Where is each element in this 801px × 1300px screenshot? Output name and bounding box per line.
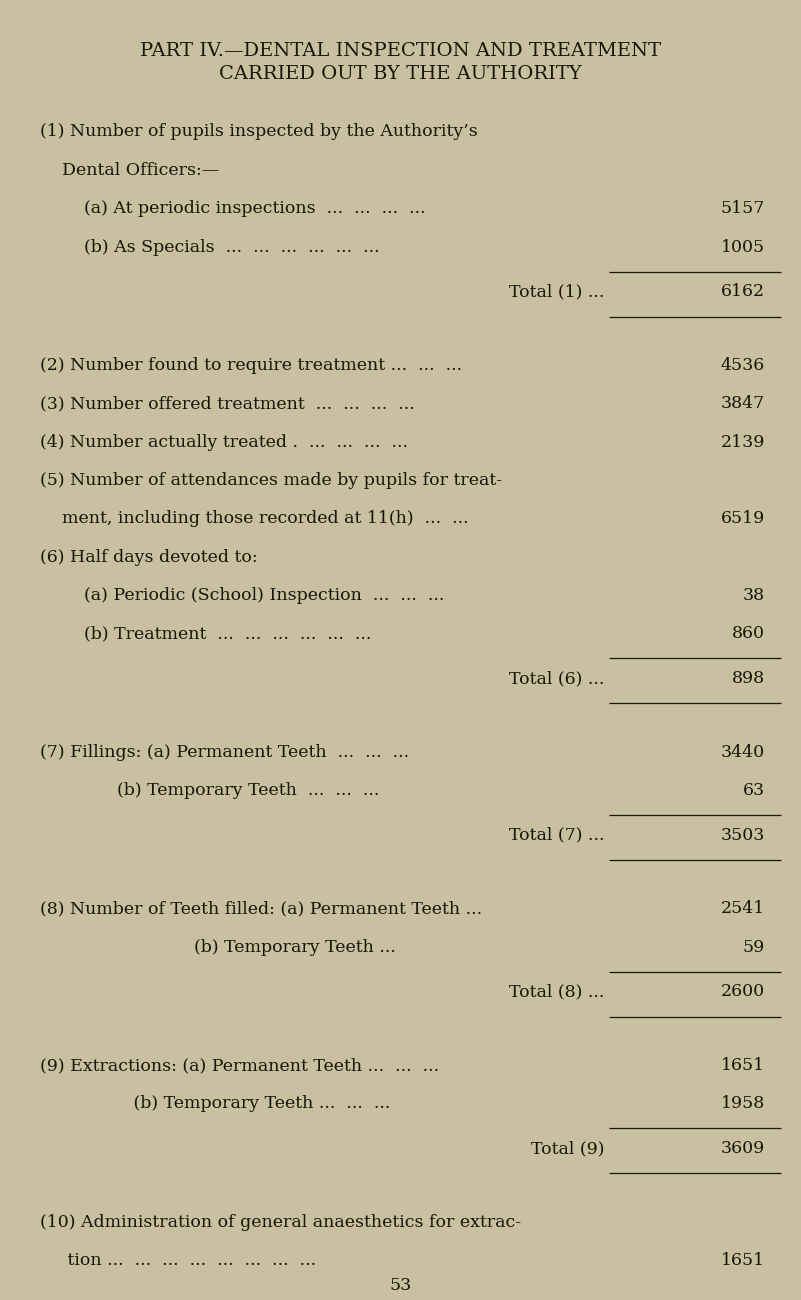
Text: Total (6) ...: Total (6) ... <box>509 670 605 688</box>
Text: 1958: 1958 <box>721 1095 765 1113</box>
Text: 1651: 1651 <box>721 1252 765 1269</box>
Text: (b) Temporary Teeth  ...  ...  ...: (b) Temporary Teeth ... ... ... <box>40 781 380 800</box>
Text: 860: 860 <box>732 625 765 642</box>
Text: (1) Number of pupils inspected by the Authority’s: (1) Number of pupils inspected by the Au… <box>40 124 478 140</box>
Text: (4) Number actually treated .  ...  ...  ...  ...: (4) Number actually treated . ... ... ..… <box>40 433 408 451</box>
Text: tion ...  ...  ...  ...  ...  ...  ...  ...: tion ... ... ... ... ... ... ... ... <box>40 1252 316 1269</box>
Text: 2600: 2600 <box>721 983 765 1001</box>
Text: 38: 38 <box>743 586 765 605</box>
Text: (2) Number found to require treatment ...  ...  ...: (2) Number found to require treatment ..… <box>40 356 462 374</box>
Text: (a) Periodic (School) Inspection  ...  ...  ...: (a) Periodic (School) Inspection ... ...… <box>40 586 445 605</box>
Text: (b) Temporary Teeth ...  ...  ...: (b) Temporary Teeth ... ... ... <box>40 1095 390 1113</box>
Text: PART IV.—DENTAL INSPECTION AND TREATMENT: PART IV.—DENTAL INSPECTION AND TREATMENT <box>140 42 661 60</box>
Text: (8) Number of Teeth filled: (a) Permanent Teeth ...: (8) Number of Teeth filled: (a) Permanen… <box>40 900 482 918</box>
Text: CARRIED OUT BY THE AUTHORITY: CARRIED OUT BY THE AUTHORITY <box>219 65 582 83</box>
Text: 63: 63 <box>743 781 765 800</box>
Text: 3847: 3847 <box>721 395 765 412</box>
Text: Total (8) ...: Total (8) ... <box>509 983 605 1001</box>
Text: 6519: 6519 <box>721 510 765 528</box>
Text: (b) Treatment  ...  ...  ...  ...  ...  ...: (b) Treatment ... ... ... ... ... ... <box>40 625 372 642</box>
Text: 6162: 6162 <box>721 283 765 300</box>
Text: 1651: 1651 <box>721 1057 765 1074</box>
Text: (b) As Specials  ...  ...  ...  ...  ...  ...: (b) As Specials ... ... ... ... ... ... <box>40 239 380 256</box>
Text: Total (9): Total (9) <box>531 1140 605 1157</box>
Text: (a) At periodic inspections  ...  ...  ...  ...: (a) At periodic inspections ... ... ... … <box>40 200 425 217</box>
Text: 3609: 3609 <box>721 1140 765 1157</box>
Text: 898: 898 <box>732 670 765 688</box>
Text: 59: 59 <box>743 939 765 956</box>
Text: 3503: 3503 <box>721 827 765 844</box>
Text: (6) Half days devoted to:: (6) Half days devoted to: <box>40 549 258 566</box>
Text: 53: 53 <box>389 1277 412 1294</box>
Text: 4536: 4536 <box>721 356 765 374</box>
Text: (5) Number of attendances made by pupils for treat-: (5) Number of attendances made by pupils… <box>40 472 502 489</box>
Text: ment, including those recorded at 11(h)  ...  ...: ment, including those recorded at 11(h) … <box>40 510 469 528</box>
Text: Total (7) ...: Total (7) ... <box>509 827 605 844</box>
Text: (b) Temporary Teeth ...: (b) Temporary Teeth ... <box>40 939 396 956</box>
Text: Total (1) ...: Total (1) ... <box>509 283 605 300</box>
Text: 2541: 2541 <box>721 900 765 918</box>
Text: (10) Administration of general anaesthetics for extrac-: (10) Administration of general anaesthet… <box>40 1213 521 1231</box>
Text: Dental Officers:—: Dental Officers:— <box>40 161 219 179</box>
Text: (7) Fillings: (a) Permanent Teeth  ...  ...  ...: (7) Fillings: (a) Permanent Teeth ... ..… <box>40 744 409 760</box>
Text: (3) Number offered treatment  ...  ...  ...  ...: (3) Number offered treatment ... ... ...… <box>40 395 415 412</box>
Text: 3440: 3440 <box>721 744 765 760</box>
Text: 5157: 5157 <box>721 200 765 217</box>
Text: 2139: 2139 <box>721 433 765 451</box>
Text: 1005: 1005 <box>721 239 765 256</box>
Text: (9) Extractions: (a) Permanent Teeth ...  ...  ...: (9) Extractions: (a) Permanent Teeth ...… <box>40 1057 439 1074</box>
